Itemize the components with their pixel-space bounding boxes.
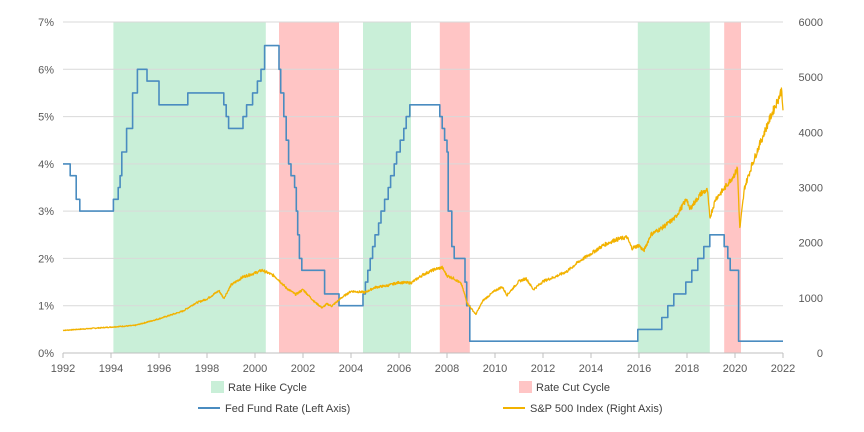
x-tick-label: 2006 <box>387 363 411 375</box>
y-left-tick-label: 3% <box>38 206 54 218</box>
y-right-tick-label: 1000 <box>799 293 823 305</box>
y-left-tick-label: 5% <box>38 112 54 124</box>
y-left-tick-label: 2% <box>38 253 54 265</box>
x-tick-label: 2020 <box>723 363 747 375</box>
sp500-line <box>62 87 784 332</box>
x-tick-label: 1992 <box>51 363 75 375</box>
fed-fund-rate-line <box>63 44 783 342</box>
x-tick-label: 2008 <box>435 363 459 375</box>
y-left-tick-label: 1% <box>38 301 54 313</box>
y-left-tick-label: 4% <box>38 159 54 171</box>
legend-hike-swatch <box>211 381 224 393</box>
y-left-tick-label: 7% <box>38 17 54 29</box>
x-tick-label: 2002 <box>291 363 315 375</box>
cycle-bands <box>113 22 741 353</box>
axes: 0% 1% 2% 3% 4% 5% 6% 7% 0 1000 2000 3000 4000 5000 600… <box>38 17 823 375</box>
legend-label-cut: Rate Cut Cycle <box>536 382 610 394</box>
y-right-tick-label: 2000 <box>799 238 823 250</box>
rate-cut-band <box>439 22 470 353</box>
series-lines <box>62 44 784 342</box>
legend-label-sp500: S&P 500 Index (Right Axis) <box>530 403 662 415</box>
x-tick-label: 2014 <box>579 363 603 375</box>
y-right-tick-label: 5000 <box>799 72 823 84</box>
rate-hike-band <box>363 22 411 353</box>
legend-label-hike: Rate Hike Cycle <box>228 382 307 394</box>
y-left-tick-label: 0% <box>38 348 54 360</box>
x-tick-label: 2004 <box>339 363 363 375</box>
legend-label-fed: Fed Fund Rate (Left Axis) <box>225 403 350 415</box>
x-tick-label: 2018 <box>675 363 699 375</box>
y-right-tick-label: 4000 <box>799 127 823 139</box>
x-tick-label: 1998 <box>195 363 219 375</box>
x-tick-label: 2022 <box>771 363 795 375</box>
x-tick-label: 2000 <box>243 363 267 375</box>
rate-cut-band <box>279 22 339 353</box>
legend: Rate Hike Cycle Rate Cut Cycle Fed Fund Ra… <box>198 381 662 415</box>
y-right-tick-label: 3000 <box>799 183 823 195</box>
y-right-tick-label: 0 <box>817 348 823 360</box>
x-tick-label: 2010 <box>483 363 507 375</box>
x-tick-label: 1994 <box>99 363 123 375</box>
y-left-tick-label: 6% <box>38 64 54 76</box>
y-right-tick-label: 6000 <box>799 17 823 29</box>
x-tick-label: 1996 <box>147 363 171 375</box>
x-tick-label: 2012 <box>531 363 555 375</box>
legend-cut-swatch <box>519 381 532 393</box>
rate-hike-band <box>113 22 266 353</box>
x-tick-label: 2016 <box>627 363 651 375</box>
